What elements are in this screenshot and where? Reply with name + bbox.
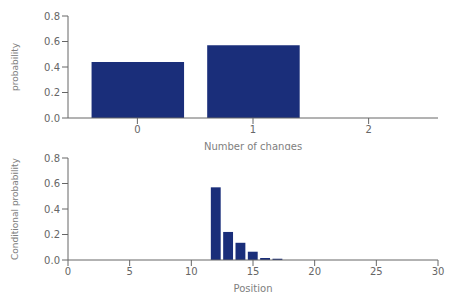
svg-text:0.6: 0.6 [44,36,60,47]
svg-text:1: 1 [250,124,256,135]
svg-text:probability: probability [10,42,20,91]
svg-text:15: 15 [247,266,260,277]
svg-text:0.4: 0.4 [44,62,60,73]
svg-text:2: 2 [365,124,371,135]
svg-text:0.0: 0.0 [44,255,60,266]
svg-text:25: 25 [370,266,383,277]
svg-text:Conditional probability: Conditional probability [10,157,20,260]
svg-text:0.8: 0.8 [44,11,60,22]
svg-text:0.4: 0.4 [44,204,60,215]
svg-text:0.0: 0.0 [44,113,60,124]
svg-text:20: 20 [308,266,321,277]
svg-text:0.8: 0.8 [44,153,60,164]
svg-text:0.2: 0.2 [44,87,60,98]
svg-text:0.2: 0.2 [44,229,60,240]
svg-text:Position: Position [234,283,273,292]
svg-text:5: 5 [126,266,132,277]
svg-text:30: 30 [432,266,445,277]
svg-text:0: 0 [134,124,140,135]
svg-text:10: 10 [185,266,198,277]
svg-text:0.6: 0.6 [44,178,60,189]
svg-text:Number of changes: Number of changes [204,141,302,150]
svg-text:0: 0 [65,266,71,277]
